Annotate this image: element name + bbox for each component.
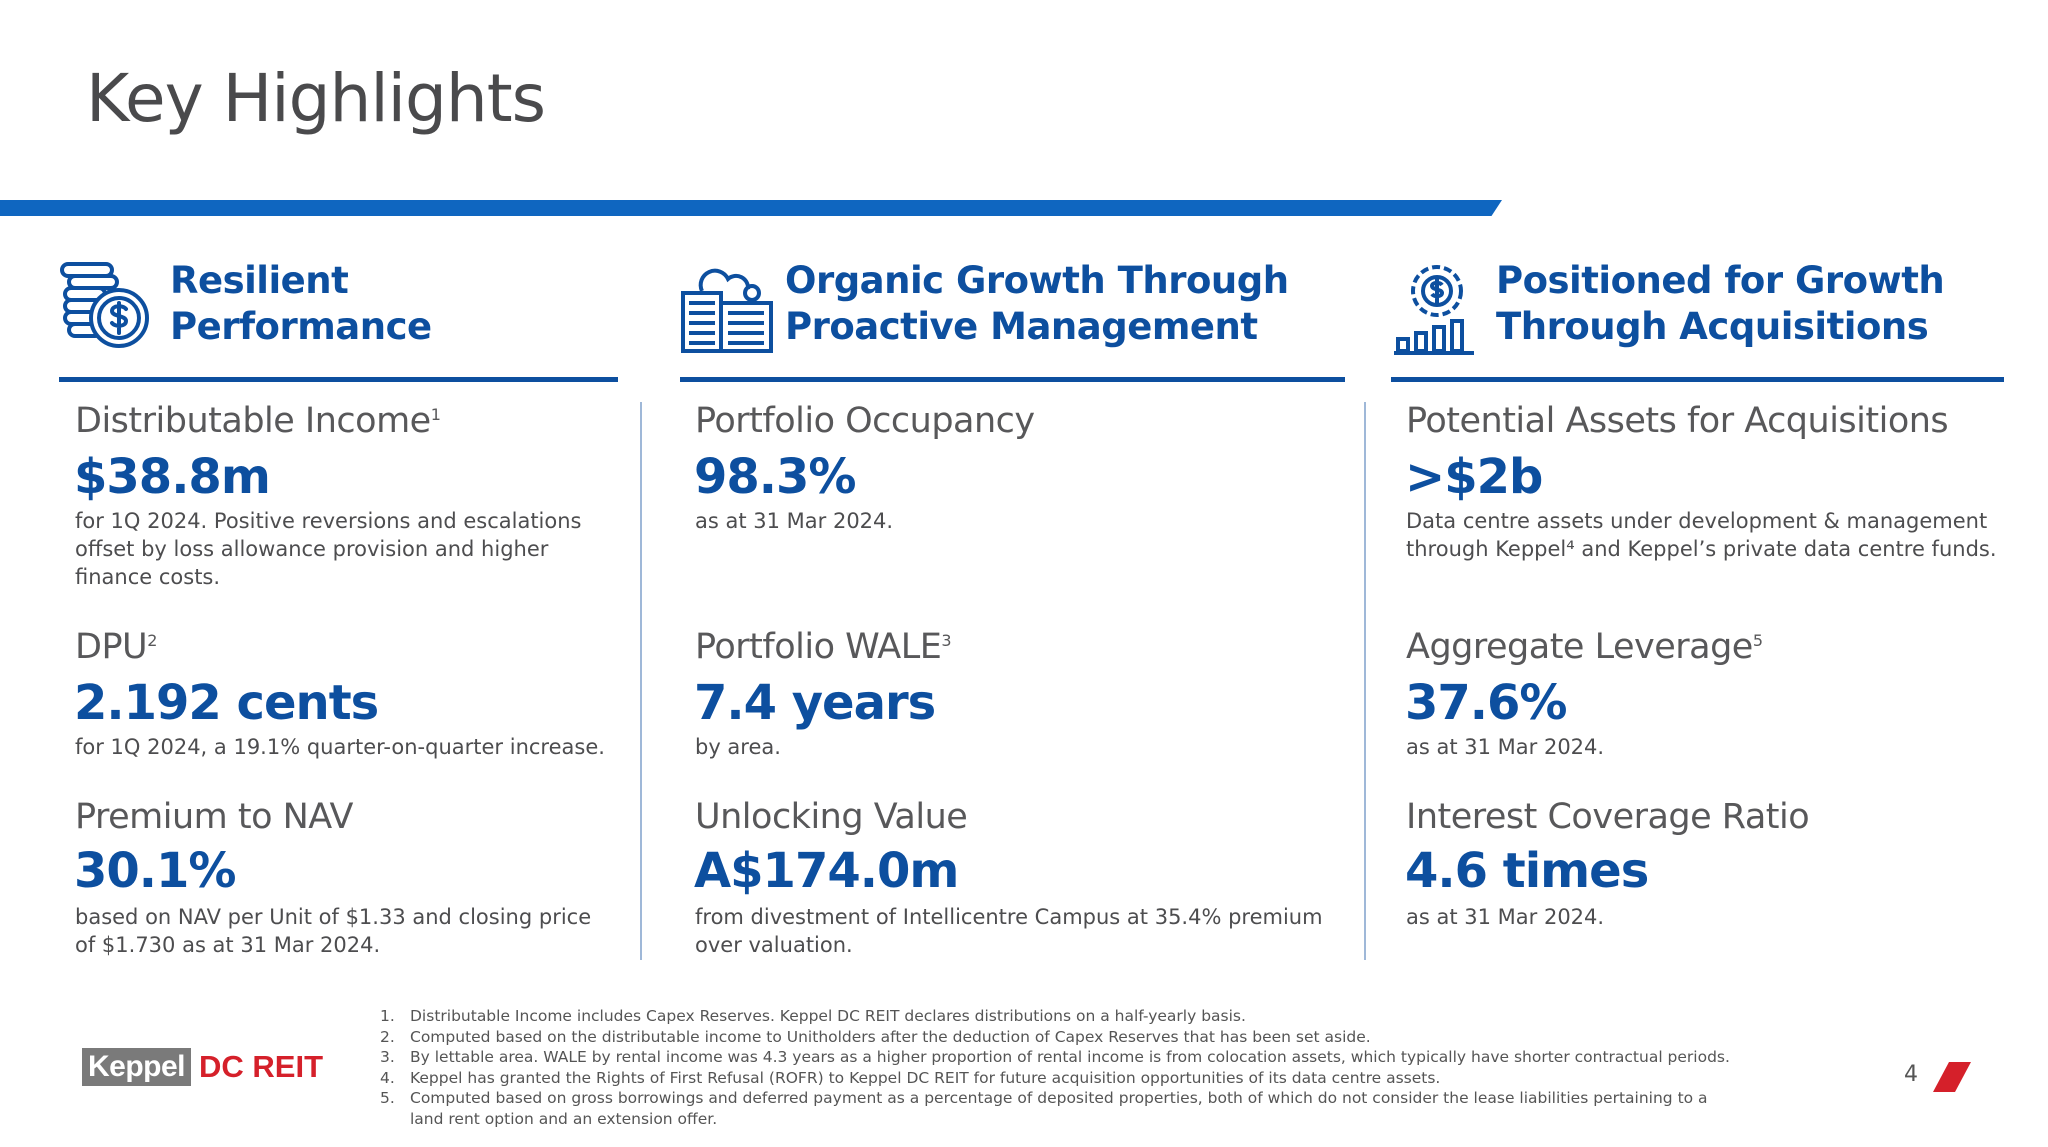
red-slash-icon [1933, 1062, 1973, 1096]
metric-value: >$2b [1405, 449, 1543, 505]
metric-label: Potential Assets for Acquisitions [1406, 401, 1949, 441]
footnote-text: Computed based on gross borrowings and d… [410, 1089, 1708, 1128]
column-underline [59, 377, 618, 382]
metric-description: based on NAV per Unit of $1.33 and closi… [75, 905, 592, 957]
coins-dollar-icon [59, 261, 154, 360]
metric-description: as at 31 Mar 2024. [695, 509, 894, 533]
metric-label: Interest Coverage Ratio [1406, 797, 1810, 837]
metric-description: as at 31 Mar 2024. [1406, 735, 1605, 759]
footnote: 2. Computed based on the distributable in… [380, 1027, 1740, 1048]
metric-value: 37.6% [1405, 675, 1568, 731]
title-accent-bar [0, 200, 1502, 216]
metric-label: Aggregate Leverage5 [1406, 627, 1763, 667]
column-heading-positioned: Positioned for Growth Through Acquisition… [1496, 259, 1945, 348]
metric-description: as at 31 Mar 2024. [1406, 905, 1605, 929]
footnote: 5. Computed based on gross borrowings and… [380, 1088, 1740, 1129]
metric-description: for 1Q 2024. Positive reversions and esc… [75, 509, 582, 589]
footnote-text: By lettable area. WALE by rental income … [410, 1048, 1730, 1067]
metric-label: Portfolio WALE3 [695, 627, 952, 667]
footnote-number: 4. [380, 1068, 395, 1087]
footnote-number: 3. [380, 1048, 395, 1067]
column-underline [680, 377, 1345, 382]
metric-description: from divestment of Intellicentre Campus … [695, 905, 1323, 957]
footnote-text: Keppel has granted the Rights of First R… [410, 1068, 1441, 1087]
metric-label: DPU2 [75, 627, 157, 667]
metric-description: for 1Q 2024, a 19.1% quarter-on-quarter … [75, 735, 605, 759]
metric-value: 98.3% [694, 449, 857, 505]
keppel-dc-reit-logo: Keppel DC REIT [82, 1048, 323, 1086]
metric-label: Distributable Income1 [75, 401, 441, 441]
metric-label: Unlocking Value [695, 797, 968, 837]
logo-keppel: Keppel [82, 1048, 192, 1086]
gear-dollar-growth-icon [1394, 261, 1489, 360]
metric-value: $38.8m [74, 449, 271, 505]
metric-value: 7.4 years [694, 675, 936, 731]
footnote-text: Computed based on the distributable inco… [410, 1027, 1371, 1046]
metric-value: 4.6 times [1405, 843, 1649, 899]
metric-label: Premium to NAV [75, 797, 353, 837]
column-heading-resilient: Resilient Performance [170, 259, 432, 348]
page-title: Key Highlights [86, 60, 546, 137]
page-number: 4 [1904, 1062, 1918, 1087]
footnotes: 1. Distributable Income includes Capex Re… [380, 1006, 1740, 1130]
metric-value: 2.192 cents [74, 675, 379, 731]
column-divider [640, 402, 642, 960]
footnote: 3. By lettable area. WALE by rental incom… [380, 1047, 1740, 1068]
column-heading-organic: Organic Growth Through Proactive Manageme… [785, 259, 1289, 348]
metric-value: 30.1% [74, 843, 237, 899]
data-centre-cloud-icon [680, 261, 775, 360]
logo-dc-reit: DC REIT [199, 1049, 324, 1084]
footnote-number: 2. [380, 1027, 395, 1046]
metric-value: A$174.0m [694, 843, 959, 899]
metric-label: Portfolio Occupancy [695, 401, 1035, 441]
footnote: 1. Distributable Income includes Capex Re… [380, 1006, 1740, 1027]
metric-description: by area. [695, 735, 781, 759]
column-underline [1391, 377, 2004, 382]
footnote-number: 1. [380, 1007, 395, 1025]
footnote: 4. Keppel has granted the Rights of First… [380, 1068, 1740, 1089]
footnote-number: 5. [380, 1089, 395, 1108]
footnote-text: Distributable Income includes Capex Rese… [410, 1007, 1246, 1025]
metric-description: Data centre assets under development & m… [1406, 509, 1997, 561]
column-divider [1364, 402, 1366, 960]
